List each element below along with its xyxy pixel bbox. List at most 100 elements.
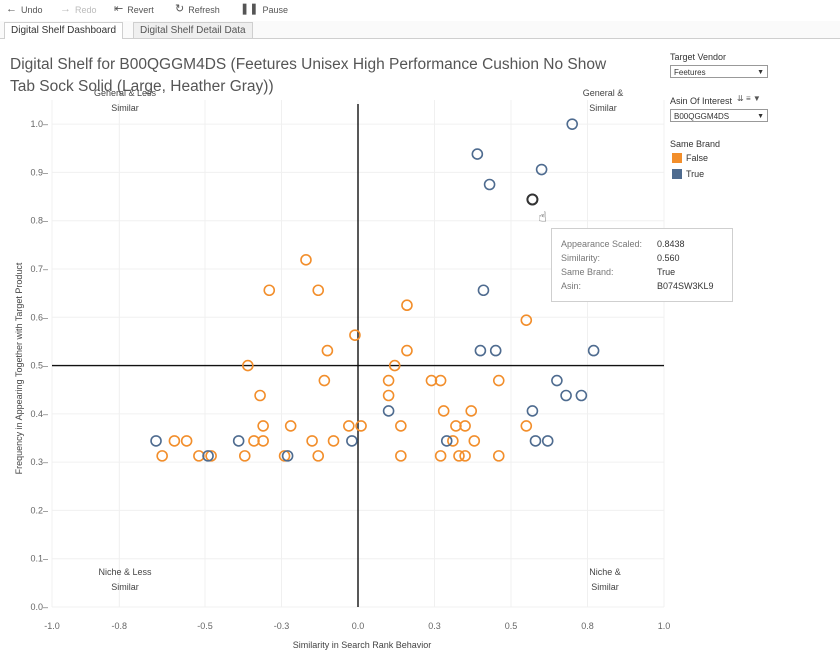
y-tick-label: 0.3– — [30, 457, 48, 467]
clear-filter-icon[interactable]: ⇊ — [737, 94, 744, 103]
data-point-false — [248, 435, 260, 447]
data-point-false — [205, 450, 217, 462]
y-tick-label: 1.0– — [30, 119, 48, 129]
data-point-true — [566, 118, 579, 130]
data-point-false — [401, 299, 413, 312]
revert-icon: ⇤ — [114, 3, 124, 15]
data-point-false — [242, 359, 254, 372]
data-point-true — [489, 344, 502, 357]
asin-select[interactable]: B00QGGM4DS ▼ — [670, 109, 768, 122]
target-vendor-value: Feetures — [674, 68, 706, 77]
data-point-true — [560, 389, 572, 402]
data-point-false — [465, 405, 478, 417]
data-point-false — [425, 374, 438, 387]
tooltip-row: Similarity: 0.560 — [561, 253, 680, 263]
data-point-false — [257, 435, 269, 447]
y-tick-label: 0.6– — [30, 312, 48, 322]
data-point-false — [318, 374, 331, 387]
legend-item-false[interactable]: False — [672, 153, 708, 163]
data-point-true — [202, 450, 214, 462]
title-line-2: Tab Sock Solid (Large, Heather Gray)) — [10, 78, 274, 95]
x-tick-label: -0.3 — [274, 621, 290, 631]
undo-icon: ← — [6, 3, 17, 15]
asin-label: Asin Of Interest — [670, 96, 733, 106]
chevron-down-icon: ▼ — [757, 113, 764, 120]
data-point-false — [382, 374, 395, 387]
data-point-false — [278, 450, 291, 462]
x-tick-label: 0.3 — [428, 621, 441, 631]
menu-chevron-icon[interactable]: ▼ — [752, 94, 761, 103]
data-point-false — [306, 435, 318, 447]
quadrant-label-top-right: Similar — [589, 103, 617, 113]
data-point-false — [450, 420, 462, 432]
data-point-true — [541, 435, 554, 447]
data-point-false — [447, 435, 459, 447]
hand-cursor-icon: ☝ — [538, 209, 547, 225]
highlighted-point — [526, 193, 539, 206]
tooltip-row: Same Brand: True — [561, 267, 676, 277]
data-point-false — [492, 450, 505, 462]
quadrant-label-top-left: Similar — [111, 103, 139, 113]
x-tick-label: 0.8 — [581, 621, 594, 631]
data-point-false — [437, 405, 450, 417]
quadrant-label-bottom-left: Niche & Less — [98, 567, 152, 577]
page-title: Digital Shelf for B00QGGM4DS (Feetures U… — [10, 54, 650, 98]
data-point-true — [382, 405, 395, 417]
data-point-true — [587, 344, 600, 357]
quadrant-label-top-left: General & Less — [94, 88, 157, 98]
data-point-true — [232, 435, 245, 447]
data-point-false — [257, 420, 269, 432]
undo-button[interactable]: ← Undo — [6, 3, 43, 15]
revert-button[interactable]: ⇤ Revert — [114, 3, 154, 15]
data-point-false — [434, 374, 447, 387]
data-point-false — [349, 329, 361, 341]
list-icon[interactable]: ≡ — [745, 94, 751, 103]
target-vendor-label: Target Vendor — [670, 52, 727, 62]
quadrant-label-bottom-left: Similar — [111, 582, 139, 592]
x-tick-label: 0.0 — [352, 621, 365, 631]
legend-label-true: True — [686, 169, 705, 179]
data-point-false — [321, 344, 334, 357]
data-point-false — [401, 344, 413, 357]
data-point-false — [343, 420, 355, 432]
chevron-down-icon: ▼ — [757, 69, 764, 76]
data-point-true — [281, 450, 294, 462]
data-point-false — [388, 359, 401, 372]
data-point-true — [529, 435, 542, 447]
redo-icon: → — [60, 3, 71, 15]
tooltip-row: Asin: B074SW3KL9 — [561, 281, 714, 291]
asin-value: B00QGGM4DS — [674, 112, 730, 121]
pause-button[interactable]: ❚❚ Pause — [240, 3, 288, 15]
data-point-true — [440, 435, 453, 447]
y-tick-label: 0.1– — [30, 554, 48, 564]
target-vendor-select[interactable]: Feetures ▼ — [670, 65, 768, 78]
data-point-true — [526, 405, 539, 417]
x-tick-label: 0.5 — [505, 621, 518, 631]
data-point-false — [263, 284, 276, 297]
data-point-true — [535, 163, 548, 176]
tab-digital-shelf-dashboard[interactable]: Digital Shelf Dashboard — [4, 22, 124, 39]
tab-digital-shelf-detail-data[interactable]: Digital Shelf Detail Data — [133, 22, 253, 38]
redo-button[interactable]: → Redo — [60, 3, 97, 15]
data-point-false — [312, 450, 325, 462]
data-point-false — [459, 420, 471, 432]
quadrant-label-top-right: General & — [583, 88, 624, 98]
data-point-false — [238, 450, 251, 462]
data-point-true — [474, 344, 487, 357]
legend-item-true[interactable]: True — [672, 169, 704, 179]
quadrant-label-bottom-right: Similar — [591, 582, 619, 592]
x-tick-label: -0.8 — [112, 621, 128, 631]
legend-label-false: False — [686, 153, 709, 163]
x-tick-label: 1.0 — [658, 621, 671, 631]
data-point-true — [551, 374, 563, 387]
data-tooltip: Appearance Scaled: 0.8438 Similarity: 0.56… — [551, 228, 733, 302]
tooltip-row: Appearance Scaled: 0.8438 — [561, 239, 685, 249]
refresh-icon: ↻ — [175, 3, 185, 15]
data-point-true — [575, 389, 588, 402]
data-point-false — [395, 420, 407, 432]
data-point-false — [180, 435, 193, 447]
data-point-true — [477, 284, 490, 297]
refresh-button[interactable]: ↻ Refresh — [175, 3, 220, 15]
legend-swatch-true — [672, 169, 682, 179]
